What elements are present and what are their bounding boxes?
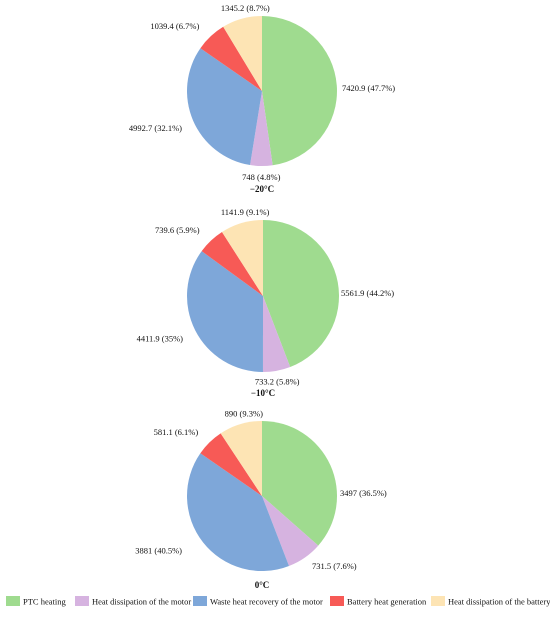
pie-slice bbox=[200, 433, 262, 496]
slice-data-label: 3881 (40.5%) bbox=[135, 546, 182, 556]
slice-data-label: 5561.9 (44.2%) bbox=[341, 288, 394, 298]
pie-slice bbox=[262, 296, 291, 373]
legend-swatch bbox=[330, 596, 344, 606]
pie-slice bbox=[223, 15, 262, 91]
legend-swatch bbox=[431, 596, 445, 606]
slice-data-label: 3497 (36.5%) bbox=[340, 488, 387, 498]
slice-data-label: 1345.2 (8.7%) bbox=[221, 3, 270, 13]
legend-label: PTC heating bbox=[23, 597, 66, 607]
slice-data-label: 4411.9 (35%) bbox=[137, 333, 184, 343]
pie-title: 0°C bbox=[255, 580, 270, 590]
pie-slice bbox=[187, 48, 262, 166]
slice-data-label: 748 (4.8%) bbox=[242, 172, 280, 182]
pie-title: −20°C bbox=[250, 184, 274, 194]
pie-slice bbox=[262, 421, 338, 546]
pie-group: 5561.9 (44.2%) 733.2 (5.8%) 4411.9 (35%) 73… bbox=[137, 207, 395, 398]
legend: PTC heating Heat dissipation of the motor… bbox=[6, 596, 550, 607]
pie-slice bbox=[221, 220, 263, 296]
legend-swatch bbox=[6, 596, 20, 606]
pie-slice bbox=[220, 421, 262, 496]
pie-slice bbox=[262, 496, 319, 566]
legend-swatch bbox=[75, 596, 89, 606]
slice-data-label: 1141.9 (9.1%) bbox=[221, 207, 270, 217]
slice-data-label: 4992.7 (32.1%) bbox=[129, 123, 182, 133]
pie-group: 7420.9 (47.7%) 748 (4.8%) 4992.7 (32.1%) 10… bbox=[129, 3, 395, 194]
slice-data-label: 581.1 (6.1%) bbox=[154, 427, 199, 437]
slice-data-label: 739.6 (5.9%) bbox=[155, 225, 200, 235]
pie-title: −10°C bbox=[251, 388, 275, 398]
pie-slice bbox=[201, 232, 263, 296]
pie-slice bbox=[263, 220, 340, 367]
slice-data-label: 1039.4 (6.7%) bbox=[150, 21, 199, 31]
slice-data-label: 731.5 (7.6%) bbox=[312, 561, 357, 571]
pie-group: 3497 (36.5%) 731.5 (7.6%) 3881 (40.5%) 581.… bbox=[135, 408, 387, 590]
slice-data-label: 733.2 (5.8%) bbox=[255, 377, 300, 387]
legend-label: Heat dissipation of the motor bbox=[92, 597, 191, 607]
pie-slice bbox=[187, 251, 263, 372]
pie-slice bbox=[187, 453, 290, 572]
pie-slice bbox=[200, 26, 262, 92]
legend-swatch bbox=[193, 596, 207, 606]
legend-label: Battery heat generation bbox=[347, 597, 427, 607]
pie-slice bbox=[262, 16, 337, 166]
slice-data-label: 890 (9.3%) bbox=[225, 408, 263, 418]
pie-slice bbox=[250, 91, 273, 166]
slice-data-label: 7420.9 (47.7%) bbox=[342, 83, 395, 93]
legend-label: Waste heat recovery of the motor bbox=[210, 597, 323, 607]
legend-label: Heat dissipation of the battery bbox=[448, 597, 550, 607]
